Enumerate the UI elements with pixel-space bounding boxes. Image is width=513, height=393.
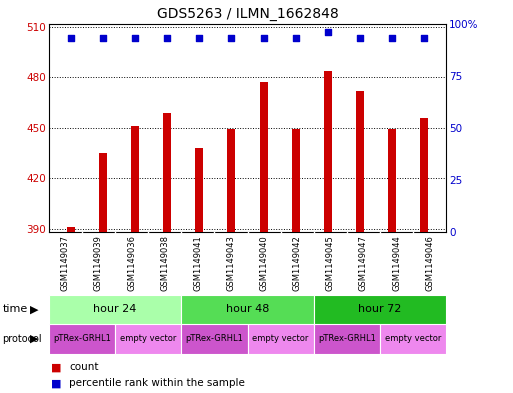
Text: GSM1149036: GSM1149036 <box>127 235 136 291</box>
Text: pTRex-GRHL1: pTRex-GRHL1 <box>186 334 243 343</box>
Text: GSM1149042: GSM1149042 <box>293 235 302 291</box>
Bar <box>314 324 380 354</box>
Text: GSM1149041: GSM1149041 <box>193 235 202 291</box>
Text: GSM1149043: GSM1149043 <box>226 235 235 291</box>
Text: GSM1149038: GSM1149038 <box>160 235 169 291</box>
Text: hour 24: hour 24 <box>93 305 136 314</box>
Text: GSM1149039: GSM1149039 <box>94 235 103 291</box>
Bar <box>291 129 300 232</box>
Bar <box>181 295 314 324</box>
Text: GSM1149046: GSM1149046 <box>425 235 434 291</box>
Title: GDS5263 / ILMN_1662848: GDS5263 / ILMN_1662848 <box>156 7 339 21</box>
Bar <box>388 129 396 232</box>
Text: hour 72: hour 72 <box>359 305 402 314</box>
Bar <box>99 153 107 232</box>
Point <box>420 35 428 41</box>
Text: empty vector: empty vector <box>120 334 176 343</box>
Bar <box>163 113 171 232</box>
Text: empty vector: empty vector <box>385 334 441 343</box>
Text: hour 48: hour 48 <box>226 305 269 314</box>
Bar <box>314 295 446 324</box>
Bar <box>260 83 268 232</box>
Point <box>356 35 364 41</box>
Text: GSM1149045: GSM1149045 <box>326 235 335 291</box>
Text: GSM1149040: GSM1149040 <box>260 235 269 291</box>
Text: GSM1149047: GSM1149047 <box>359 235 368 291</box>
Point <box>195 35 204 41</box>
Text: count: count <box>69 362 99 373</box>
Point <box>291 35 300 41</box>
Text: empty vector: empty vector <box>252 334 309 343</box>
Text: GSM1149044: GSM1149044 <box>392 235 401 291</box>
Bar <box>324 71 332 232</box>
Point <box>260 35 268 41</box>
Point <box>324 29 332 35</box>
Bar <box>181 324 247 354</box>
Point <box>67 35 75 41</box>
Text: time: time <box>3 305 28 314</box>
Text: ■: ■ <box>51 362 62 373</box>
Point <box>163 35 171 41</box>
Text: pTRex-GRHL1: pTRex-GRHL1 <box>318 334 376 343</box>
Point <box>227 35 235 41</box>
Bar <box>380 324 446 354</box>
Text: pTRex-GRHL1: pTRex-GRHL1 <box>53 334 111 343</box>
Bar <box>115 324 181 354</box>
Bar <box>49 295 181 324</box>
Point <box>388 35 396 41</box>
Bar <box>227 129 235 232</box>
Text: ▶: ▶ <box>30 305 38 314</box>
Point <box>99 35 107 41</box>
Text: GSM1149037: GSM1149037 <box>61 235 70 291</box>
Bar <box>420 118 428 232</box>
Text: ▶: ▶ <box>30 334 38 344</box>
Bar <box>67 227 75 232</box>
Bar <box>131 126 140 232</box>
Point <box>131 35 140 41</box>
Bar <box>49 324 115 354</box>
Text: percentile rank within the sample: percentile rank within the sample <box>69 378 245 388</box>
Bar <box>356 91 364 232</box>
Bar <box>195 148 204 232</box>
Text: protocol: protocol <box>3 334 42 344</box>
Text: ■: ■ <box>51 378 62 388</box>
Bar <box>247 324 314 354</box>
